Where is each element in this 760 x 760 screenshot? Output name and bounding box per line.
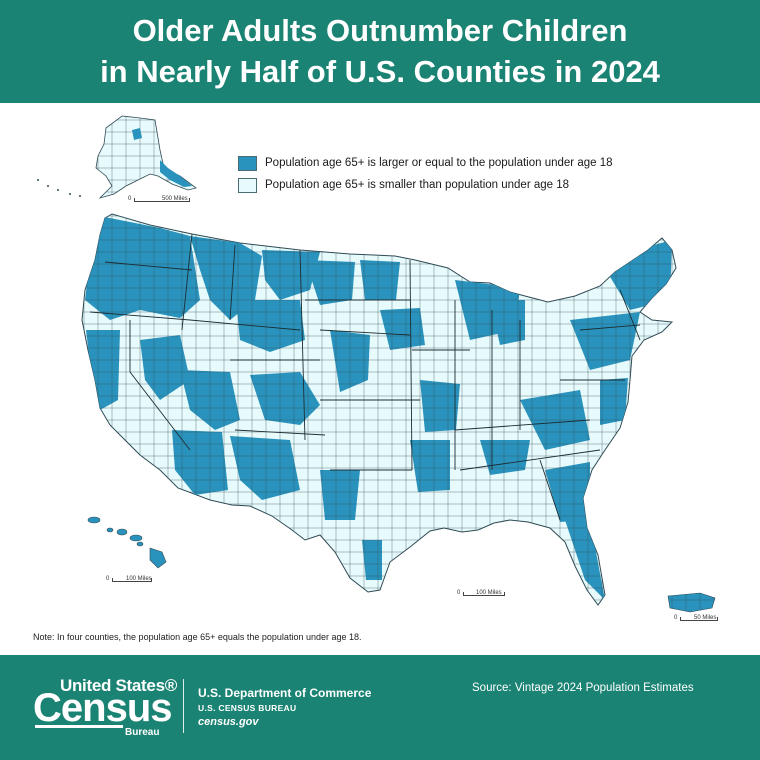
contiguous-us-region bbox=[81, 213, 677, 606]
conus-scale-label: 100 Miles bbox=[476, 590, 502, 596]
us-county-map bbox=[37, 115, 716, 613]
logo-bureau: Bureau bbox=[125, 727, 160, 738]
hawaii-scale-zero: 0 bbox=[106, 576, 110, 582]
legend-item-younger: Population age 65+ is smaller than popul… bbox=[238, 174, 613, 196]
title-line-1: Older Adults Outnumber Children bbox=[132, 13, 628, 48]
legend-swatch-older bbox=[238, 155, 257, 171]
page-title: Older Adults Outnumber Children in Nearl… bbox=[0, 10, 760, 92]
logo-census: Census bbox=[33, 686, 172, 730]
legend-label-older: Population age 65+ is larger or equal to… bbox=[265, 157, 613, 169]
footer-divider bbox=[183, 679, 184, 733]
map-legend: Population age 65+ is larger or equal to… bbox=[238, 152, 613, 196]
footer-banner bbox=[0, 655, 760, 760]
puerto-rico-scale-label: 50 Miles bbox=[694, 615, 717, 621]
puerto-rico-scale-zero: 0 bbox=[674, 615, 678, 621]
bureau-name: U.S. CENSUS BUREAU bbox=[198, 703, 297, 713]
puerto-rico-region bbox=[667, 592, 716, 613]
title-banner: Older Adults Outnumber Children in Nearl… bbox=[0, 0, 760, 103]
alaska-scale-bar bbox=[134, 198, 190, 202]
legend-swatch-younger bbox=[238, 177, 257, 193]
legend-item-older: Population age 65+ is larger or equal to… bbox=[238, 152, 613, 174]
conus-scale-zero: 0 bbox=[457, 590, 461, 596]
website-link[interactable]: census.gov bbox=[198, 716, 259, 728]
source-credit: Source: Vintage 2024 Population Estimate… bbox=[472, 682, 694, 694]
title-line-2: in Nearly Half of U.S. Counties in 2024 bbox=[100, 54, 660, 89]
legend-label-younger: Population age 65+ is smaller than popul… bbox=[265, 179, 570, 191]
alaska-region bbox=[37, 115, 197, 199]
department-name: U.S. Department of Commerce bbox=[198, 686, 372, 700]
puerto-rico-scale-bar bbox=[680, 617, 718, 621]
logo-united-states: United States® bbox=[60, 676, 177, 695]
alaska-scale-zero: 0 bbox=[128, 196, 132, 202]
footnote: Note: In four counties, the population a… bbox=[33, 632, 362, 642]
hawaii-region bbox=[87, 516, 167, 569]
logo-underline bbox=[35, 725, 123, 728]
hawaii-scale-label: 100 Miles bbox=[126, 576, 152, 582]
conus-scale-bar bbox=[463, 592, 505, 596]
hawaii-scale-bar bbox=[112, 578, 152, 582]
alaska-scale-label: 500 Miles bbox=[162, 196, 188, 202]
